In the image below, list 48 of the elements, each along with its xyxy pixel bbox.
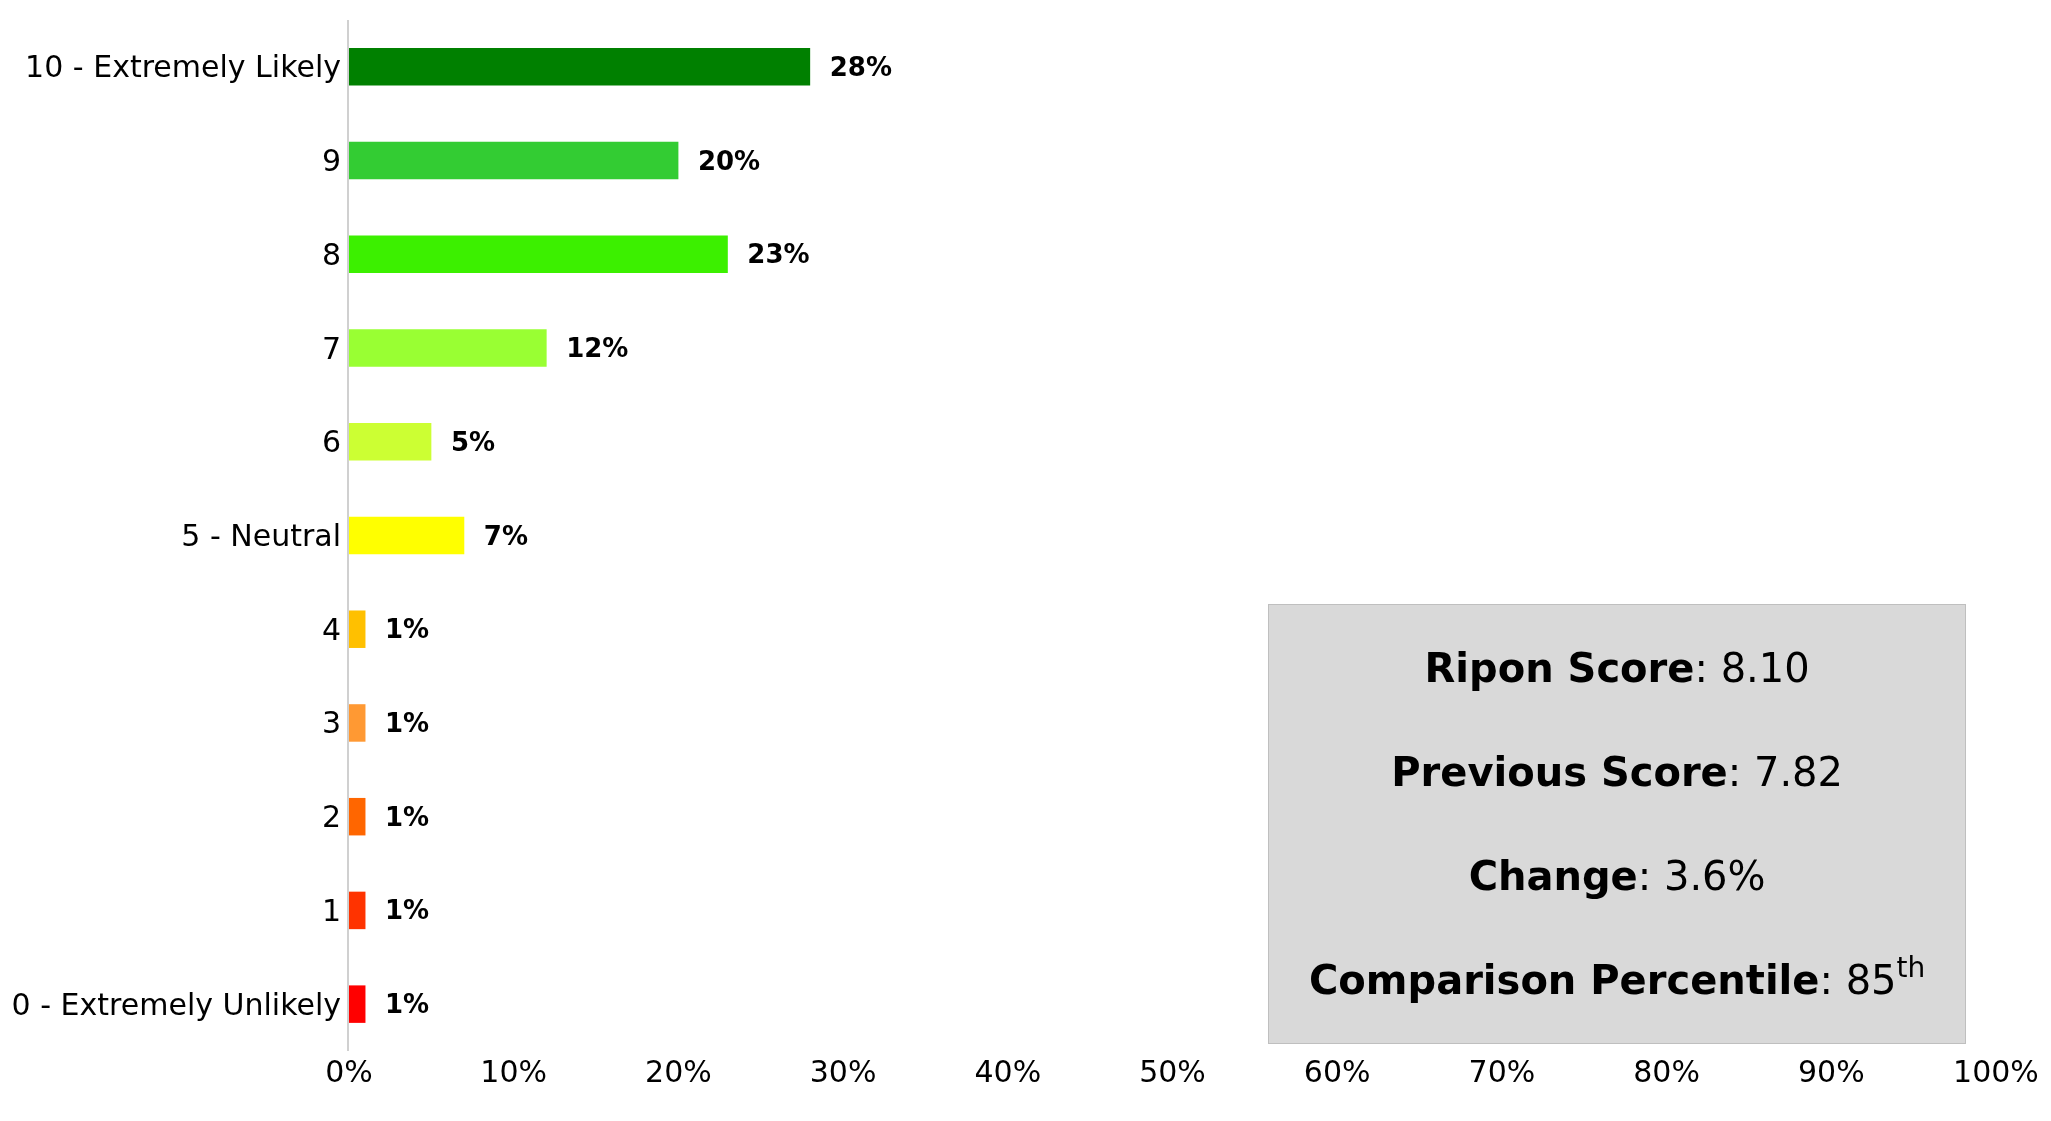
y-tick-label: 0 - Extremely Unlikely (11, 986, 341, 1022)
x-tick-label: 50% (1139, 1054, 1206, 1089)
data-label: 1% (385, 707, 430, 738)
data-label: 23% (747, 239, 810, 270)
y-tick-label: 1 (321, 892, 341, 928)
bar (349, 610, 366, 648)
y-tick-label: 10 - Extremely Likely (25, 49, 341, 85)
bar (349, 516, 465, 555)
y-tick-label: 9 (321, 143, 341, 179)
x-tick-label: 10% (480, 1054, 548, 1089)
data-label: 1% (385, 614, 430, 645)
x-tick-label: 80% (1633, 1054, 1700, 1089)
bar (349, 48, 811, 86)
annotation: Comparison Percentile: 85$^{th}$ (1309, 951, 1926, 1003)
data-label: 1% (385, 895, 430, 926)
bar (349, 797, 366, 836)
y-tick-label: 4 (321, 611, 341, 647)
x-tick-label: 30% (809, 1054, 877, 1089)
y-tick-label: 7 (321, 330, 341, 366)
x-tick-label: 90% (1797, 1054, 1865, 1089)
x-tick-label: 20% (645, 1054, 712, 1089)
bar (349, 704, 366, 742)
data-label: 1% (385, 989, 430, 1020)
bar (349, 423, 432, 461)
bar (349, 985, 366, 1023)
data-label: 28% (829, 51, 892, 82)
x-tick-label: 70% (1468, 1054, 1536, 1089)
data-label: 12% (566, 333, 629, 364)
x-tick-label: 0% (325, 1054, 373, 1089)
x-tick-label: 100% (1953, 1054, 2039, 1089)
annotation: Change: 3.6% (1468, 853, 1766, 899)
bar (349, 141, 679, 180)
bar (349, 235, 728, 274)
data-label: 1% (385, 801, 430, 832)
y-tick-label: 2 (321, 799, 341, 835)
bar (349, 891, 366, 930)
y-tick-label: 3 (321, 705, 341, 741)
y-tick-label: 8 (321, 236, 341, 272)
x-tick-label: 60% (1303, 1054, 1371, 1089)
annotation: Previous Score: 7.82 (1391, 749, 1844, 795)
annotation: Ripon Score: 8.10 (1424, 645, 1810, 691)
bar (349, 329, 547, 367)
data-label: 5% (450, 426, 496, 457)
data-label: 20% (697, 145, 761, 176)
data-label: 7% (483, 520, 528, 551)
y-tick-label: 6 (321, 424, 341, 460)
y-tick-label: 5 - Neutral (181, 518, 341, 553)
x-tick-label: 40% (974, 1054, 1042, 1089)
